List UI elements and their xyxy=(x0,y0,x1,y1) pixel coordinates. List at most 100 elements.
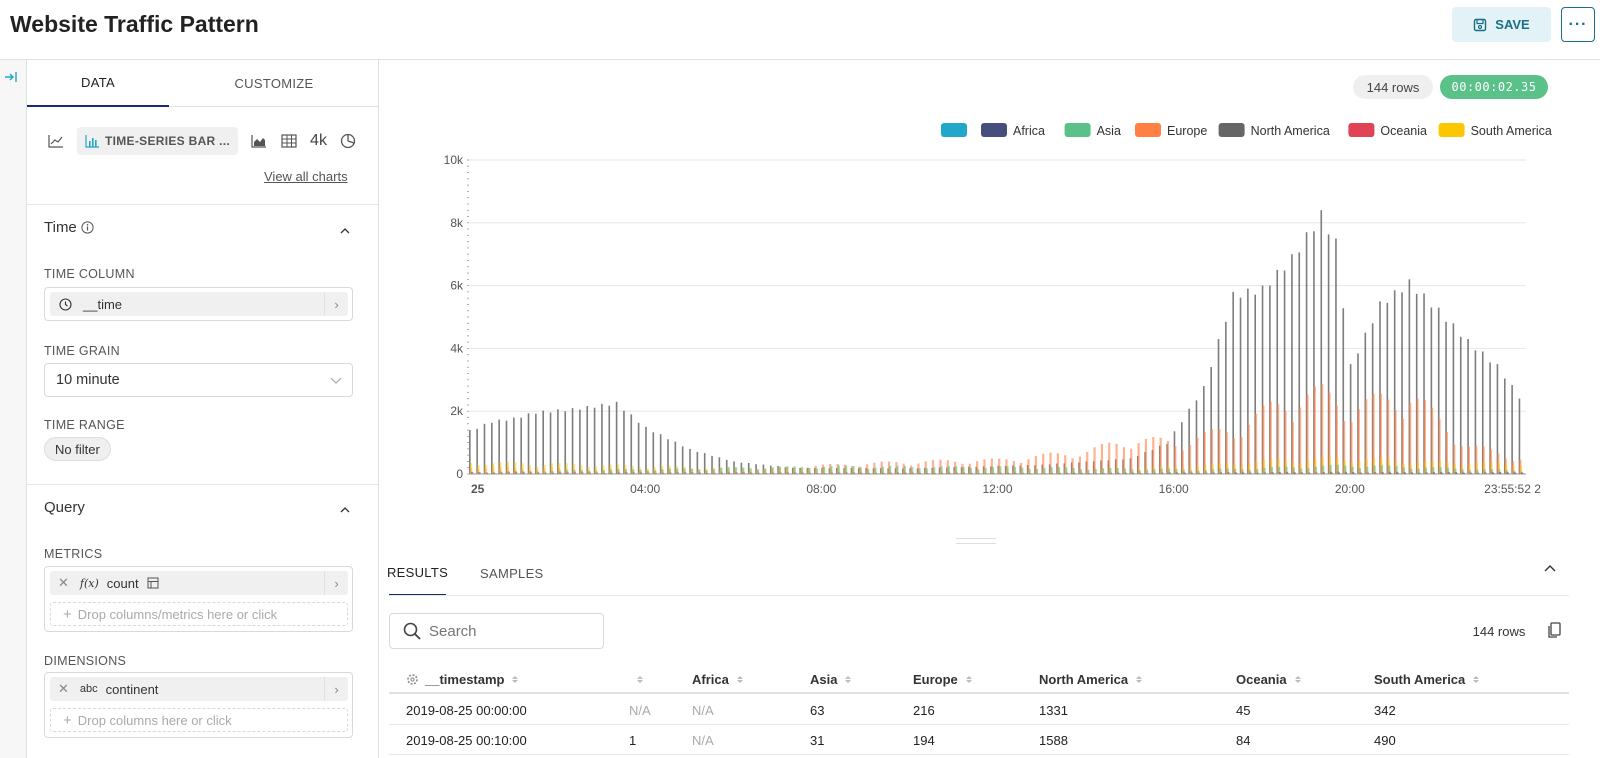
time-section-header[interactable]: Time xyxy=(44,219,94,236)
bar xyxy=(1314,458,1317,474)
bar xyxy=(1393,290,1396,474)
bar xyxy=(1256,469,1259,474)
bar xyxy=(924,461,927,474)
sort-icon[interactable] xyxy=(845,675,852,683)
bar xyxy=(1358,461,1361,474)
bar xyxy=(1454,468,1457,474)
legend-swatch xyxy=(1135,123,1161,137)
dimension-pill[interactable]: ✕ abc continent › xyxy=(50,677,348,701)
bar xyxy=(1130,448,1133,474)
bar xyxy=(1102,472,1105,474)
remove-icon[interactable]: ✕ xyxy=(58,681,69,696)
table-icon[interactable] xyxy=(280,132,298,150)
bar xyxy=(632,469,635,474)
sort-icon[interactable] xyxy=(736,675,743,683)
legend-item[interactable]: North America xyxy=(1218,123,1330,138)
chevron-right-icon[interactable]: › xyxy=(324,571,348,595)
bar xyxy=(1079,469,1083,474)
legend-item[interactable]: South America xyxy=(1438,123,1552,138)
bar xyxy=(586,406,589,474)
bar xyxy=(1483,461,1486,474)
legend-item[interactable]: Asia xyxy=(1064,123,1121,138)
bar xyxy=(1453,444,1456,474)
resize-handle[interactable] xyxy=(956,538,996,544)
tab-customize[interactable]: CUSTOMIZE xyxy=(169,60,378,107)
query-section-header[interactable]: Query xyxy=(44,499,85,516)
search-icon xyxy=(403,622,421,640)
bar xyxy=(1094,468,1097,474)
bar xyxy=(1467,339,1469,474)
chart-area: 144 rows 00:00:02.35 0 2k 4k 6k 8k 10k 25 04:00… xyxy=(379,60,1600,544)
bar xyxy=(1013,466,1017,474)
bar xyxy=(880,461,883,474)
column-header-south-america[interactable]: South America xyxy=(1374,664,1480,694)
bar xyxy=(1051,472,1054,474)
time-grain-select[interactable]: 10 minute xyxy=(44,363,353,397)
expand-panel-icon[interactable] xyxy=(4,70,18,84)
tab-samples[interactable]: SAMPLES xyxy=(480,565,544,581)
bar xyxy=(1439,467,1442,474)
legend-item[interactable]: Oceania xyxy=(1348,123,1427,138)
viz-selected-time-series-bar[interactable]: TIME-SERIES BAR ... xyxy=(77,127,239,155)
bar xyxy=(637,422,640,474)
time-range-pill[interactable]: No filter xyxy=(44,437,111,461)
more-options-button[interactable]: ··· xyxy=(1561,7,1595,42)
sort-icon[interactable] xyxy=(965,675,972,683)
column-header-timestamp[interactable]: __timestamp xyxy=(406,664,519,694)
sort-icon[interactable] xyxy=(1136,675,1143,683)
bar xyxy=(581,472,584,474)
bar xyxy=(674,441,677,474)
legend-item[interactable] xyxy=(941,123,967,137)
column-header-north-america[interactable]: North America xyxy=(1039,664,1143,694)
time-column-control[interactable]: __time › xyxy=(44,287,353,321)
chevron-up-icon[interactable] xyxy=(339,225,351,237)
bar xyxy=(654,470,657,474)
view-all-charts-link[interactable]: View all charts xyxy=(264,169,348,184)
column-header-oceania[interactable]: Oceania xyxy=(1236,664,1301,694)
sort-icon[interactable] xyxy=(1473,675,1480,683)
chevron-right-icon[interactable]: › xyxy=(324,292,348,316)
metric-pill[interactable]: ✕ f(x) count › xyxy=(50,571,348,595)
bar xyxy=(1484,472,1487,474)
bar xyxy=(1381,471,1384,474)
search-input[interactable] xyxy=(429,622,589,640)
chevron-up-icon[interactable] xyxy=(339,504,351,516)
legend-item[interactable]: Africa xyxy=(981,123,1045,138)
bar xyxy=(1298,252,1301,474)
bar xyxy=(1137,443,1140,474)
bar xyxy=(1322,465,1325,474)
search-box[interactable] xyxy=(389,613,604,649)
bar xyxy=(1043,467,1046,474)
column-header-label: Europe xyxy=(913,671,958,687)
bar xyxy=(1431,460,1434,474)
bar xyxy=(1254,413,1258,474)
remove-icon[interactable]: ✕ xyxy=(58,575,69,590)
dimensions-drop-zone[interactable]: + Drop columns here or click xyxy=(50,708,348,732)
chevron-right-icon[interactable]: › xyxy=(324,677,348,701)
column-header-europe[interactable]: Europe xyxy=(913,664,972,694)
tab-data[interactable]: DATA xyxy=(27,60,169,107)
divider xyxy=(389,595,1569,596)
bar xyxy=(646,470,650,474)
area-chart-icon[interactable] xyxy=(250,132,268,150)
chevron-up-icon[interactable] xyxy=(1543,562,1557,576)
bar xyxy=(1263,472,1267,474)
legend-item[interactable]: Europe xyxy=(1135,123,1207,138)
bar xyxy=(1417,468,1420,474)
save-button[interactable]: SAVE xyxy=(1452,7,1551,42)
metrics-drop-zone[interactable]: + Drop columns/metrics here or click xyxy=(50,602,348,626)
line-chart-icon[interactable] xyxy=(47,132,65,150)
pie-chart-icon[interactable] xyxy=(339,132,357,150)
sort-icon[interactable] xyxy=(512,675,519,683)
column-header-asia[interactable]: Asia xyxy=(810,664,852,694)
bar xyxy=(734,467,738,474)
bar xyxy=(499,462,502,474)
big-number-viz[interactable]: 4k xyxy=(310,132,327,149)
tab-results[interactable]: RESULTS xyxy=(387,550,448,596)
column-header-africa[interactable]: Africa xyxy=(692,664,743,694)
sort-icon[interactable] xyxy=(637,675,643,683)
column-header-unknown[interactable] xyxy=(629,664,643,694)
time-column-pill[interactable]: __time › xyxy=(50,292,348,316)
sort-icon[interactable] xyxy=(1294,675,1301,683)
copy-icon[interactable] xyxy=(1547,622,1561,638)
